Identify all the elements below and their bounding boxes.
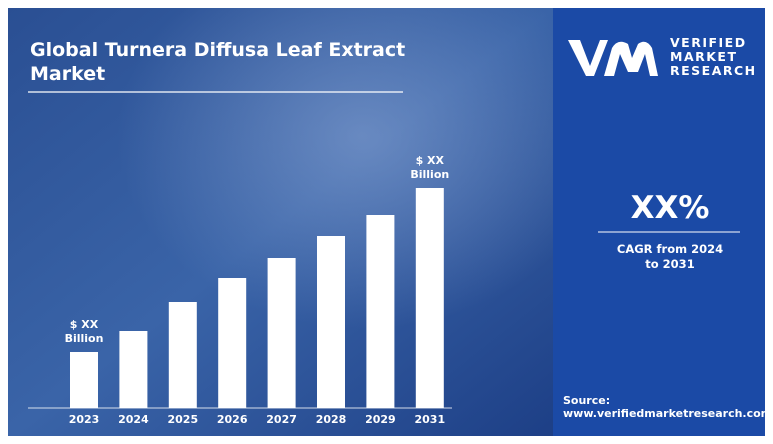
source-url: www.verifiedmarketresearch.com — [563, 407, 773, 420]
value-label: $ XX Billion — [64, 318, 104, 345]
x-tick-label: 2023 — [69, 413, 100, 426]
x-tick-label: 2024 — [118, 413, 149, 426]
source-label: Source: — [563, 394, 611, 407]
brand-line: VERIFIED — [670, 35, 747, 50]
chart-title: Global Turnera Diffusa Leaf Extract Mark… — [30, 39, 406, 85]
bar — [415, 188, 444, 408]
bar — [168, 302, 197, 408]
cagr-label: CAGR from 2024 to 2031 — [616, 242, 724, 271]
bar — [218, 278, 247, 408]
x-tick-label: 2027 — [266, 413, 297, 426]
value-label: $ XX Billion — [410, 154, 450, 181]
bar — [317, 236, 345, 408]
x-tick-label: 2025 — [167, 413, 198, 426]
cagr-value: XX% — [630, 190, 710, 226]
bar — [119, 331, 148, 408]
x-tick-label: 2026 — [217, 413, 248, 426]
brand-line: MARKET — [670, 49, 738, 64]
bar — [366, 215, 395, 408]
x-tick-label: 2028 — [316, 413, 347, 426]
x-tick-label: 2031 — [414, 413, 445, 426]
bar — [267, 258, 296, 408]
bar — [70, 352, 98, 408]
x-tick-label: 2029 — [365, 413, 396, 426]
brand-line: RESEARCH — [670, 63, 757, 78]
logo-mark — [568, 40, 658, 76]
sidebar-background — [553, 8, 765, 436]
